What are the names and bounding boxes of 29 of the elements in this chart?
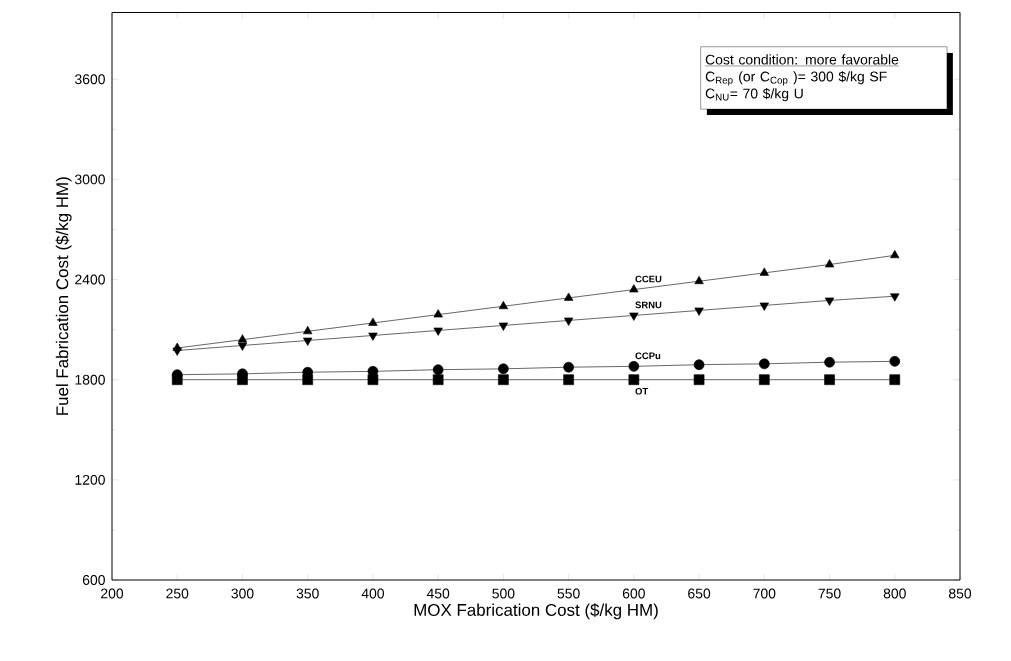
x-tick-label: 800 xyxy=(883,588,906,599)
y-tick-label: 1200 xyxy=(75,474,105,485)
y-tick-label: 3000 xyxy=(74,174,105,185)
x-tick-label: 600 xyxy=(622,588,645,599)
y-tick-label: 3600 xyxy=(74,74,105,85)
x-tick-label: 200 xyxy=(101,588,124,599)
x-tick-label: 250 xyxy=(166,588,189,599)
y-tick-label: 1800 xyxy=(75,374,105,385)
y-axis-title: Fuel Fabrication Cost ($/kg HM) xyxy=(55,177,72,415)
annotation: C$_{NU}$= 70 $/kg U xyxy=(705,87,803,102)
x-tick-label: 300 xyxy=(231,588,254,599)
x-tick-label: 700 xyxy=(753,588,776,599)
x-tick-label: 350 xyxy=(296,588,319,599)
x-tick-label: 850 xyxy=(948,588,972,599)
x-tick-label: 400 xyxy=(361,588,385,599)
x-tick-label: 450 xyxy=(426,588,450,599)
series-label: CCEU xyxy=(635,275,662,283)
y-tick-label: 2400 xyxy=(75,274,105,285)
x-tick-label: 550 xyxy=(557,588,580,599)
x-tick-label: 500 xyxy=(492,588,515,599)
annotation: C$_{Rep}$ (or C$_{Cop}$ )= 300 $/kg SF xyxy=(705,71,887,86)
x-tick-label: 650 xyxy=(688,588,711,599)
annotation: Cost condition: more favorable xyxy=(705,54,899,65)
series-label: SRNU xyxy=(635,301,662,309)
x-axis-title: MOX Fabrication Cost ($/kg HM) xyxy=(414,603,658,620)
x-tick-label: 750 xyxy=(818,588,841,599)
series-label: OT xyxy=(635,387,649,395)
series-label: CCPu xyxy=(635,352,661,360)
y-tick-label: 600 xyxy=(82,575,105,585)
